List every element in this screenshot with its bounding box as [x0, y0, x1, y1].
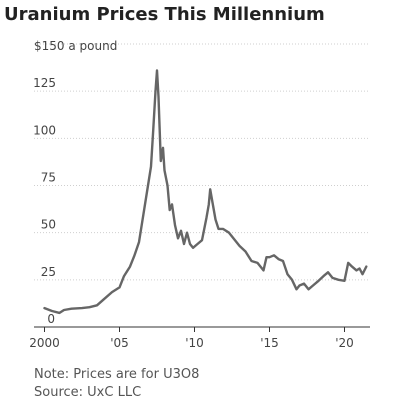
- x-tick-label: '10: [185, 336, 204, 350]
- chart-title: Uranium Prices This Millennium: [4, 4, 325, 25]
- x-tick-label: 2000: [29, 336, 60, 350]
- y-tick-label: 100: [33, 123, 56, 137]
- y-unit-label: $150 a pound: [34, 39, 117, 53]
- y-tick-labels: 0 25 50 75 100 125: [33, 76, 56, 326]
- y-tick-label: 50: [41, 218, 56, 232]
- y-tick-label: 125: [33, 76, 56, 90]
- series-line-0: [43, 69, 368, 315]
- series-layer: [43, 69, 368, 315]
- x-tick-label: '05: [110, 336, 129, 350]
- x-axis: 2000 '05 '10 '15 '20: [29, 326, 370, 350]
- y-tick-label: 25: [41, 265, 56, 279]
- y-tick-label: 0: [47, 312, 55, 326]
- source-text: Source: UxC LLC: [34, 385, 141, 400]
- x-tick-label: '15: [260, 336, 279, 350]
- grid-layer: [34, 43, 370, 281]
- x-tick-label: '20: [335, 336, 354, 350]
- note-text: Note: Prices are for U3O8: [34, 367, 199, 382]
- y-tick-label: 75: [41, 171, 56, 185]
